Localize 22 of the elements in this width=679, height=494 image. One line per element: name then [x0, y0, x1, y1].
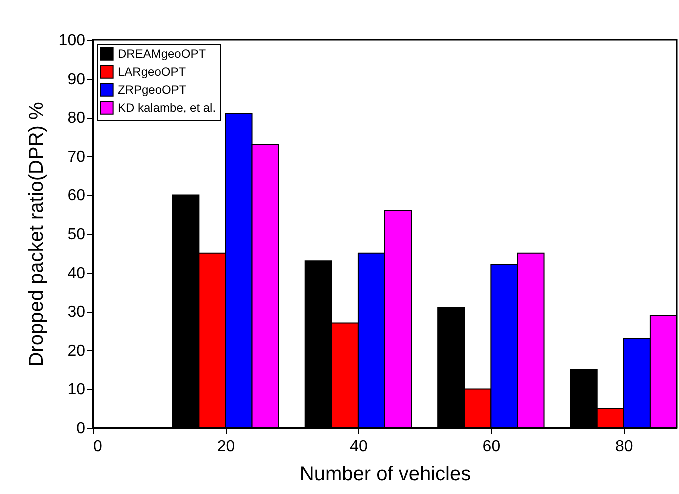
- y-tick-label: 60: [68, 188, 86, 205]
- legend-label: KD kalambe, et al.: [118, 101, 216, 115]
- x-tick-label: 20: [217, 438, 236, 456]
- y-tick-label: 10: [68, 382, 86, 399]
- x-tick-label: 60: [482, 438, 501, 456]
- y-tick-label: 20: [68, 342, 86, 360]
- y-tick-label: 50: [68, 226, 86, 244]
- x-axis-title: Number of vehicles: [300, 464, 472, 486]
- legend-label: DREAMgeoOPT: [118, 47, 207, 61]
- y-tick-label: 90: [68, 71, 86, 88]
- y-tick-label: 100: [58, 32, 86, 50]
- y-tick-label: 70: [68, 148, 86, 166]
- y-tick-label: 40: [68, 265, 86, 282]
- x-tick-label: 0: [94, 438, 102, 456]
- legend-label: LARgeoOPT: [118, 65, 187, 79]
- x-tick-label: 40: [350, 438, 368, 456]
- y-tick-label: 80: [68, 110, 86, 128]
- y-tick-label: 0: [76, 420, 86, 438]
- x-tick-label: 80: [616, 438, 634, 456]
- legend-label: ZRPgeoOPT: [118, 83, 188, 97]
- y-axis-title: Dropped packet ratio(DPR) %: [26, 102, 48, 367]
- y-tick-label: 30: [68, 304, 86, 322]
